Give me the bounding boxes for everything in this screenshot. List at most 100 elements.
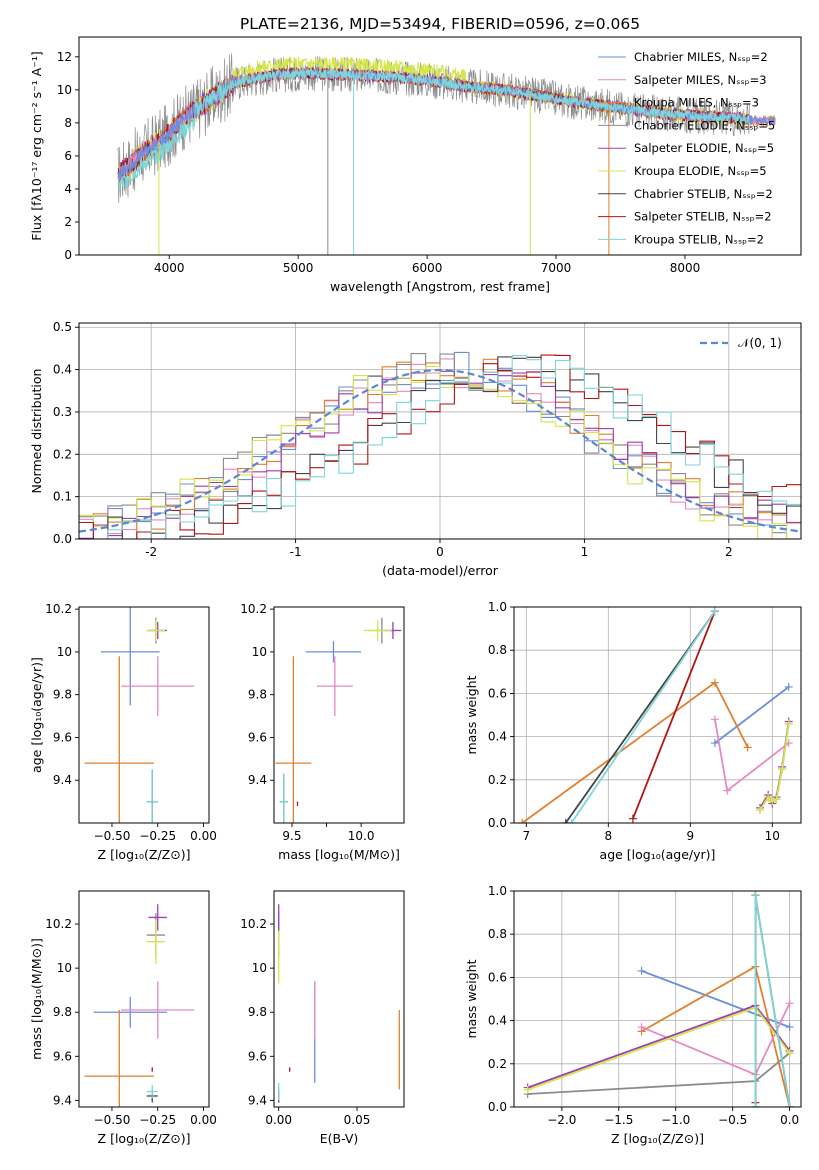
plot-area	[79, 351, 801, 539]
chart-mass_age: 9.5 10.0 9.4 9.6 9.8 10 10.2 mass [log₁₀(M/M⊙)]	[240, 602, 405, 862]
weight-marker-kroupa_miles	[710, 678, 719, 687]
y-tick-label: 9.8	[248, 688, 267, 702]
x-tick-label: 2	[725, 545, 733, 559]
x-tick-label: −2.0	[547, 1113, 576, 1127]
y-tick-label: 0.4	[488, 730, 507, 744]
chart-age_weight: 7 8 9 10 0.0 0.2 0.4 0.6 0.8 1.0 age [log₁₀(age/yr…	[464, 600, 802, 862]
x-tick-label: 5000	[283, 261, 314, 275]
y-tick-label: 12	[57, 50, 72, 64]
weight-marker-kroupa_stelib	[751, 891, 760, 900]
weight-marker-kroupa_elodie	[764, 793, 773, 802]
y-tick-label: 9.4	[53, 1093, 72, 1107]
y-tick-label: 9.4	[248, 773, 267, 787]
histogram-salpeter_stelib	[79, 354, 801, 539]
axes-frame	[273, 890, 405, 1108]
legend-label: Chabrier ELODIE, Nₛₛₚ=5	[634, 118, 775, 132]
weight-line-salpeter_stelib	[632, 610, 716, 820]
y-tick-label: 9.6	[248, 1049, 267, 1063]
y-tick-label: 0	[64, 248, 72, 262]
x-axis-label: Z [log₁₀(Z/Z⊙)]	[611, 1131, 704, 1146]
y-tick-label: 0.4	[53, 363, 72, 377]
y-tick-label: 10	[252, 961, 267, 975]
y-tick-label: 0.0	[488, 816, 507, 830]
y-tick-label: 0.2	[53, 447, 72, 461]
y-axis-label: Normed distribution	[29, 369, 44, 494]
y-tick-label: 0.3	[53, 405, 72, 419]
weight-marker-kroupa_elodie	[772, 795, 781, 804]
y-axis-label: mass weight	[464, 959, 479, 1038]
legend-label: Kroupa MILES, Nₛₛₚ=3	[634, 96, 759, 110]
x-tick-label: −0.50	[94, 1113, 131, 1127]
plot-area	[275, 617, 402, 823]
x-tick-label: 10.0	[348, 829, 375, 843]
y-tick-label: 9.6	[248, 730, 267, 744]
y-tick-label: 9.8	[53, 688, 72, 702]
chart-z_age: −0.50 −0.25 0.00 9.4 9.6 9.8 10 10.2 Z [log₁₀(Z/…	[29, 602, 217, 862]
x-axis-label: wavelength [Angstrom, rest frame]	[330, 279, 550, 294]
x-tick-label: -2	[145, 545, 157, 559]
weight-line-kroupa_elodie	[759, 723, 790, 811]
x-tick-label: −1.0	[661, 1113, 690, 1127]
weight-marker-kroupa_stelib	[785, 1103, 794, 1107]
y-tick-label: 0.0	[53, 532, 72, 546]
y-tick-label: 6	[64, 149, 72, 163]
x-tick-label: 0.0	[780, 1113, 799, 1127]
y-axis-label: Flux [fλ10⁻¹⁷ erg cm⁻² s⁻¹ A⁻¹]	[29, 51, 44, 240]
x-axis-label: E(B-V)	[320, 1131, 359, 1146]
weight-marker-kroupa_elodie	[756, 806, 764, 815]
weight-marker-salpeter_stelib	[628, 814, 637, 823]
weight-marker-chabrier_miles	[784, 682, 793, 691]
weight-marker-kroupa_stelib	[710, 607, 719, 616]
axes-frame	[78, 322, 802, 540]
y-tick-label: 10	[57, 961, 72, 975]
axes-frame	[513, 606, 802, 824]
weight-marker-kroupa_stelib	[567, 819, 576, 823]
legend-label: 𝒩(0, 1)	[738, 336, 782, 350]
weight-marker-kroupa_stelib	[751, 1103, 760, 1107]
x-tick-label: 6000	[412, 261, 443, 275]
histogram-kroupa_elodie	[79, 365, 801, 539]
weight-marker-kroupa_elodie	[768, 797, 777, 806]
x-tick-label: −1.5	[604, 1113, 633, 1127]
y-tick-label: 9.8	[248, 1005, 267, 1019]
x-axis-label: (data-model)/error	[382, 563, 499, 578]
y-tick-label: 10	[252, 645, 267, 659]
chart-residuals: -2 -1 0 1 2 0.0 0.1 0.2 0.3 0.4 0.5 (data-model)/er…	[29, 320, 802, 578]
weight-marker-salpeter_miles	[637, 1023, 646, 1032]
y-axis-label: age [log₁₀(age/yr)]	[29, 657, 44, 773]
y-tick-label: 10.2	[240, 917, 267, 931]
y-tick-label: 0.5	[53, 320, 72, 334]
x-tick-label: 1	[581, 545, 589, 559]
y-tick-label: 10.2	[45, 602, 72, 616]
legend-label: Kroupa STELIB, Nₛₛₚ=2	[634, 232, 764, 246]
y-tick-label: 10.2	[45, 917, 72, 931]
x-axis-label: mass [log₁₀(M/M⊙)]	[278, 847, 400, 862]
axes-frame	[78, 36, 802, 256]
weight-marker-kroupa_elodie	[785, 1049, 794, 1057]
chart-spectrum: 4000 5000 6000 7000 8000 0 2 4 6 8 10 12 wavelength …	[29, 36, 802, 294]
x-tick-label: −0.50	[94, 829, 131, 843]
plot-area	[278, 904, 400, 1103]
normal-curve	[79, 368, 801, 533]
x-tick-label: −0.5	[718, 1113, 747, 1127]
axes-frame	[513, 890, 802, 1108]
weight-marker-chabrier_miles	[637, 966, 646, 975]
y-tick-label: 0.2	[488, 1057, 507, 1071]
y-axis-label: mass weight	[464, 675, 479, 754]
y-tick-label: 2	[64, 215, 72, 229]
weight-marker-kroupa_elodie	[778, 765, 787, 773]
x-tick-label: 9.5	[282, 829, 301, 843]
weight-marker-kroupa_elodie	[784, 719, 793, 728]
y-tick-label: 0.4	[488, 1014, 507, 1028]
y-tick-label: 1.0	[488, 884, 507, 898]
x-tick-label: -1	[290, 545, 302, 559]
x-tick-label: 8000	[670, 261, 701, 275]
y-tick-label: 10	[57, 645, 72, 659]
x-axis-label: Z [log₁₀(Z/Z⊙)]	[98, 1131, 191, 1146]
y-tick-label: 4	[64, 182, 72, 196]
y-tick-label: 10.2	[240, 602, 267, 616]
legend-label: Salpeter ELODIE, Nₛₛₚ=5	[634, 141, 774, 155]
axes-frame	[78, 890, 210, 1108]
y-tick-label: 9.6	[53, 1049, 72, 1063]
